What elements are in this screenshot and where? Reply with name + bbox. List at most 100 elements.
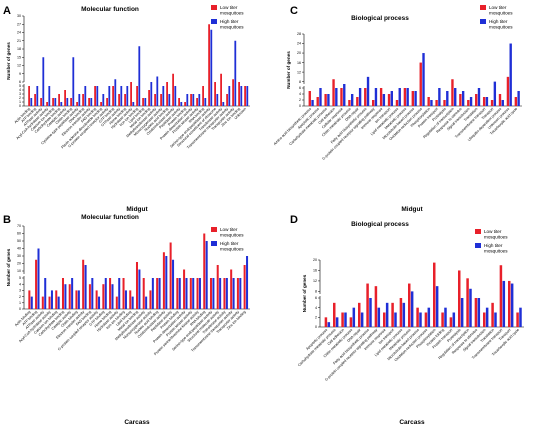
bar-low-14 bbox=[112, 86, 114, 106]
bar-high-2 bbox=[344, 312, 347, 327]
bar-low-9 bbox=[379, 88, 383, 106]
bar-high-32 bbox=[246, 256, 249, 309]
bar-low-15 bbox=[427, 97, 430, 106]
bar-low-25 bbox=[196, 278, 199, 309]
bar-high-11 bbox=[419, 312, 422, 327]
bar-low-22 bbox=[176, 278, 179, 309]
group-label-midgut-left: Midgut bbox=[126, 206, 148, 213]
bar-high-12 bbox=[406, 88, 409, 106]
bar-high-34 bbox=[234, 40, 237, 106]
legend-swatch-high bbox=[211, 241, 217, 246]
bar-high-15 bbox=[452, 312, 456, 327]
bar-low-1 bbox=[34, 94, 36, 106]
bar-high-11 bbox=[96, 86, 99, 106]
bar-low-0 bbox=[324, 317, 328, 327]
bar-low-9 bbox=[399, 298, 403, 327]
bar-high-3 bbox=[352, 307, 356, 327]
bar-low-13 bbox=[411, 91, 414, 106]
bar-low-24 bbox=[172, 73, 174, 106]
bar-low-12 bbox=[424, 312, 428, 327]
bar-low-5 bbox=[58, 94, 60, 106]
bar-low-19 bbox=[459, 94, 462, 106]
panel-letter: C bbox=[290, 5, 298, 17]
y-tick-label: 28 bbox=[297, 32, 301, 36]
y-tick-label: 3 bbox=[19, 92, 21, 96]
bar-high-2 bbox=[42, 57, 45, 106]
bar-high-30 bbox=[232, 278, 235, 309]
bar-high-21 bbox=[502, 280, 506, 327]
bar-high-5 bbox=[350, 94, 354, 106]
bar-high-24 bbox=[174, 86, 177, 106]
legend-label: Low titer bbox=[489, 5, 507, 10]
bar-low-25 bbox=[506, 76, 510, 106]
bar-high-32 bbox=[222, 102, 225, 106]
bar-high-4 bbox=[343, 84, 346, 106]
bar-high-20 bbox=[494, 312, 497, 327]
bar-high-26 bbox=[517, 91, 520, 106]
panel-letter: A bbox=[3, 5, 11, 17]
y-tick-label: 4 bbox=[19, 88, 21, 92]
bar-high-0 bbox=[327, 322, 331, 327]
bar-high-10 bbox=[90, 98, 93, 106]
bar-low-6 bbox=[356, 97, 359, 106]
y-tick-label: 10 bbox=[17, 269, 21, 273]
bar-high-19 bbox=[485, 307, 489, 327]
bar-low-16 bbox=[458, 270, 461, 327]
bar-high-9 bbox=[402, 302, 406, 327]
bar-high-16 bbox=[138, 269, 141, 309]
bar-high-5 bbox=[64, 284, 67, 309]
bar-high-14 bbox=[124, 290, 127, 309]
bar-low-32 bbox=[220, 73, 222, 106]
bar-low-8 bbox=[76, 102, 78, 106]
y-tick-label: 70 bbox=[17, 224, 21, 228]
bar-low-29 bbox=[223, 278, 226, 309]
bar-low-28 bbox=[196, 98, 198, 106]
bar-low-18 bbox=[149, 290, 152, 309]
bar-high-17 bbox=[145, 296, 148, 309]
bar-low-31 bbox=[236, 278, 239, 309]
bar-low-3 bbox=[46, 102, 48, 106]
y-tick-label: 6 bbox=[315, 296, 317, 300]
legend-swatch-low bbox=[211, 227, 217, 232]
bar-low-3 bbox=[48, 296, 51, 309]
bar-high-22 bbox=[485, 97, 489, 106]
bar-high-9 bbox=[382, 94, 386, 106]
bar-low-8 bbox=[82, 259, 85, 309]
bar-low-22 bbox=[508, 280, 511, 327]
bar-low-10 bbox=[408, 283, 411, 327]
panel-letter: D bbox=[290, 214, 298, 226]
y-tick-label: 50 bbox=[17, 239, 21, 243]
bar-high-25 bbox=[509, 43, 512, 106]
bar-high-24 bbox=[501, 100, 504, 106]
bar-low-16 bbox=[435, 100, 438, 106]
legend-label-cont: mosquitoes bbox=[489, 11, 513, 16]
bar-low-27 bbox=[190, 94, 192, 106]
legend-swatch-low bbox=[211, 5, 217, 10]
bar-high-14 bbox=[114, 79, 117, 106]
bar-low-36 bbox=[244, 86, 246, 106]
y-tick-label: 20 bbox=[297, 51, 301, 55]
bar-high-2 bbox=[327, 94, 330, 106]
bar-high-10 bbox=[98, 296, 101, 309]
bar-low-18 bbox=[136, 86, 138, 106]
y-axis-label: Number of genes bbox=[6, 248, 11, 286]
bar-high-7 bbox=[77, 290, 80, 309]
bar-high-19 bbox=[158, 278, 161, 309]
bar-high-12 bbox=[102, 94, 105, 106]
bar-low-29 bbox=[202, 86, 204, 106]
y-tick-label: 16 bbox=[297, 61, 301, 65]
bar-high-7 bbox=[72, 57, 75, 106]
bar-high-23 bbox=[168, 94, 171, 106]
bar-low-12 bbox=[109, 278, 112, 309]
bar-high-20 bbox=[150, 82, 153, 106]
bar-low-11 bbox=[102, 284, 105, 309]
bar-high-29 bbox=[204, 98, 207, 106]
legend-label-cont: mosquitoes bbox=[220, 247, 244, 252]
y-tick-label: 6 bbox=[19, 80, 21, 84]
legend-label: Low titer bbox=[484, 229, 502, 234]
bar-low-5 bbox=[348, 100, 351, 106]
bar-low-2 bbox=[40, 98, 42, 106]
bar-high-8 bbox=[394, 312, 397, 327]
